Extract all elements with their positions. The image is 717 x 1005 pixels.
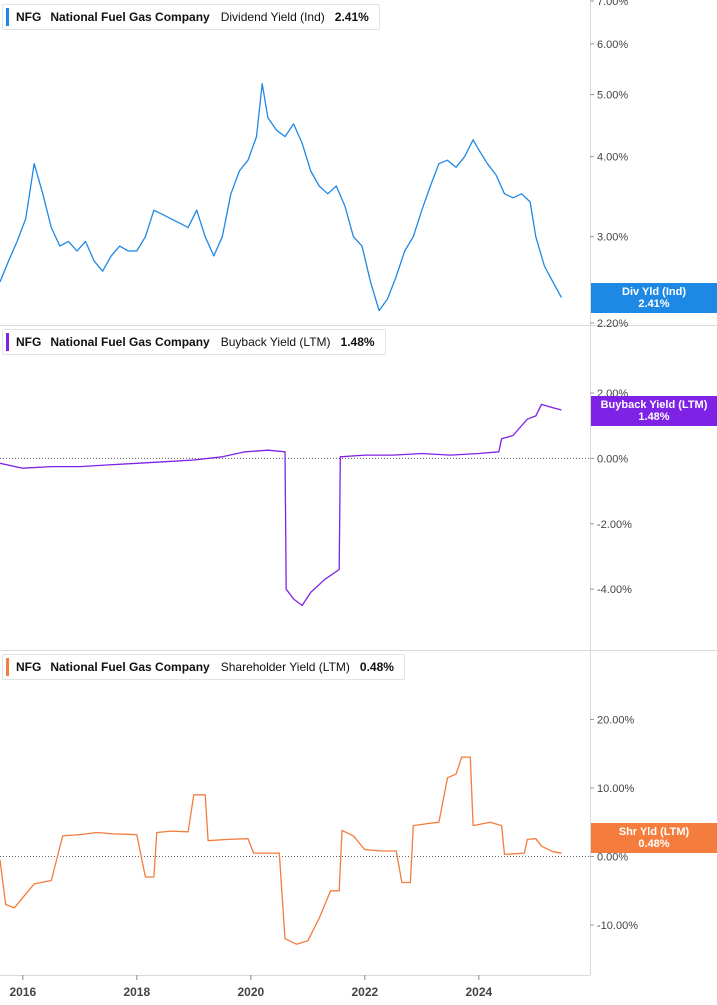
value-tag-2: Buyback Yield (LTM) 1.48% <box>591 396 717 426</box>
value-tag-value: 1.48% <box>638 411 670 423</box>
legend-ticker: NFG <box>16 660 42 674</box>
legend-value: 0.48% <box>359 660 394 674</box>
y-tick-label: 7.00% <box>597 0 628 8</box>
series-line-2 <box>0 403 562 607</box>
y-tick-label: 4.00% <box>597 152 628 164</box>
value-tag-label: Buyback Yield (LTM) <box>600 399 708 411</box>
y-tick-label: 5.00% <box>597 90 628 102</box>
legend-metric: Shareholder Yield (LTM) <box>220 660 350 674</box>
value-tag-label: Div Yld (Ind) <box>622 286 686 298</box>
y-tick-label: 10.00% <box>597 783 635 795</box>
x-tick-label: 2016 <box>9 985 36 999</box>
legend-swatch <box>6 333 9 351</box>
y-tick-label: 2.20% <box>597 318 628 330</box>
legend-metric: Buyback Yield (LTM) <box>220 335 331 349</box>
y-tick-label: -10.00% <box>597 920 638 932</box>
legend-swatch <box>6 8 9 26</box>
y-tick-label: -4.00% <box>597 584 632 596</box>
legend-value: 1.48% <box>340 335 375 349</box>
series-line-1 <box>0 83 563 312</box>
x-tick-label: 2024 <box>465 985 492 999</box>
x-tick-label: 2018 <box>123 985 150 999</box>
y-tick-label: 3.00% <box>597 232 628 244</box>
legend-company: National Fuel Gas Company <box>50 660 210 674</box>
value-tag-value: 2.41% <box>638 298 670 310</box>
y-tick-label: 0.00% <box>597 851 628 863</box>
legend-metric: Dividend Yield (Ind) <box>220 10 325 24</box>
x-tick-label: 2022 <box>351 985 378 999</box>
value-tag-3: Shr Yld (LTM) 0.48% <box>591 823 717 853</box>
value-tag-value: 0.48% <box>638 838 670 850</box>
legend-value: 2.41% <box>334 10 369 24</box>
y-tick-label: 6.00% <box>597 39 628 51</box>
legend-panel-1[interactable]: NFG National Fuel Gas Company Dividend Yie… <box>2 4 380 30</box>
legend-company: National Fuel Gas Company <box>50 10 210 24</box>
y-tick-label: -2.00% <box>597 519 632 531</box>
legend-ticker: NFG <box>16 335 42 349</box>
legend-panel-2[interactable]: NFG National Fuel Gas Company Buyback Yiel… <box>2 329 386 355</box>
legend-company: National Fuel Gas Company <box>50 335 210 349</box>
legend-panel-3[interactable]: NFG National Fuel Gas Company Shareholder … <box>2 654 405 680</box>
value-tag-1: Div Yld (Ind) 2.41% <box>591 283 717 313</box>
series-line-3 <box>0 756 562 945</box>
legend-ticker: NFG <box>16 10 42 24</box>
legend-swatch <box>6 658 9 676</box>
y-tick-label: 0.00% <box>597 453 628 465</box>
value-tag-label: Shr Yld (LTM) <box>618 826 690 838</box>
y-tick-label: 20.00% <box>597 714 635 726</box>
x-tick-label: 2020 <box>237 985 264 999</box>
